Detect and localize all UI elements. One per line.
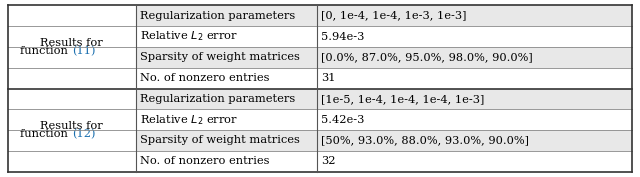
Text: 31: 31 [321, 73, 336, 83]
Bar [136, 88, 317, 109]
Text: 5.42e-3: 5.42e-3 [321, 115, 365, 125]
Text: [1e-5, 1e-4, 1e-4, 1e-4, 1e-3]: [1e-5, 1e-4, 1e-4, 1e-4, 1e-3] [321, 94, 484, 104]
Text: [0, 1e-4, 1e-4, 1e-3, 1e-3]: [0, 1e-4, 1e-4, 1e-3, 1e-3] [321, 11, 467, 21]
Bar [317, 5, 632, 26]
Text: Results for: Results for [40, 121, 103, 131]
Text: Relative $L_2$ error: Relative $L_2$ error [140, 113, 238, 127]
Bar [8, 5, 136, 172]
Bar [317, 109, 632, 130]
Bar [317, 47, 632, 68]
Text: 32: 32 [321, 156, 336, 166]
Text: [0.0%, 87.0%, 95.0%, 98.0%, 90.0%]: [0.0%, 87.0%, 95.0%, 98.0%, 90.0%] [321, 52, 533, 62]
Bar [136, 47, 317, 68]
Text: Sparsity of weight matrices: Sparsity of weight matrices [140, 52, 300, 62]
Text: function: function [20, 46, 72, 56]
Text: No. of nonzero entries: No. of nonzero entries [140, 73, 269, 83]
Bar [317, 26, 632, 47]
Text: 5.94e-3: 5.94e-3 [321, 32, 365, 41]
Bar [317, 88, 632, 109]
Bar [317, 68, 632, 88]
Text: Regularization parameters: Regularization parameters [140, 11, 296, 21]
Bar [136, 130, 317, 151]
Bar [136, 5, 317, 26]
Bar [317, 130, 632, 151]
Bar [136, 26, 317, 47]
Text: Relative $L_2$ error: Relative $L_2$ error [140, 30, 238, 43]
Text: Sparsity of weight matrices: Sparsity of weight matrices [140, 136, 300, 145]
Text: function: function [20, 129, 72, 139]
Text: No. of nonzero entries: No. of nonzero entries [140, 156, 269, 166]
Text: Regularization parameters: Regularization parameters [140, 94, 296, 104]
Text: [50%, 93.0%, 88.0%, 93.0%, 90.0%]: [50%, 93.0%, 88.0%, 93.0%, 90.0%] [321, 136, 529, 145]
Bar [317, 151, 632, 172]
Bar [136, 151, 317, 172]
Text: Results for: Results for [40, 38, 103, 48]
Bar [136, 109, 317, 130]
Bar [136, 68, 317, 88]
Text: (12): (12) [72, 129, 95, 139]
Text: (11): (11) [72, 46, 95, 56]
